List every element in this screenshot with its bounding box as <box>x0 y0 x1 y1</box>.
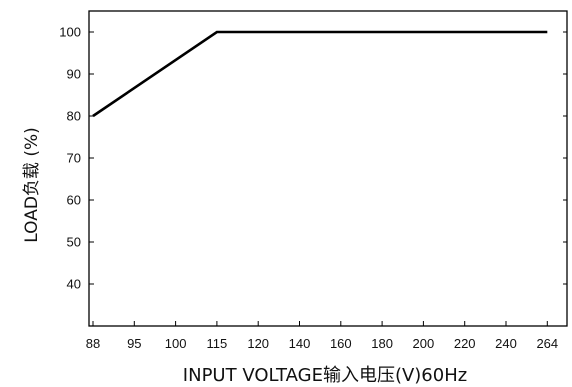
y-tick-label: 50 <box>67 235 81 250</box>
x-tick-label: 120 <box>247 336 269 351</box>
x-tick-label: 180 <box>371 336 393 351</box>
x-tick-label: 88 <box>86 336 100 351</box>
plot-frame <box>88 10 568 327</box>
x-tick-label: 264 <box>536 336 558 351</box>
y-ticks: 40 50 60 70 80 90 100 <box>59 25 567 292</box>
series-group <box>92 30 548 118</box>
x-tick-label: 140 <box>289 336 311 351</box>
y-tick-label: 80 <box>67 109 81 124</box>
x-tick-label: 200 <box>413 336 435 351</box>
y-tick-label: 60 <box>67 193 81 208</box>
x-tick-label: 115 <box>207 336 228 351</box>
load-curve-line <box>92 30 548 118</box>
x-tick-label: 220 <box>454 336 476 351</box>
y-tick-label: 70 <box>67 151 81 166</box>
x-tick-label: 100 <box>165 336 187 351</box>
y-tick-label: 90 <box>67 67 81 82</box>
x-axis-label: INPUT VOLTAGE输入电压(V)60Hz <box>183 365 467 386</box>
y-axis-label: LOAD负载 (%) <box>22 127 42 243</box>
x-tick-label: 160 <box>330 336 352 351</box>
x-tick-label: 95 <box>127 336 141 351</box>
x-tick-label: 240 <box>495 336 517 351</box>
y-tick-label: 40 <box>67 277 81 292</box>
x-ticks: 88 95 100 115 120 140 160 180 200 220 240 264 <box>86 321 558 351</box>
y-tick-label: 100 <box>59 25 81 40</box>
